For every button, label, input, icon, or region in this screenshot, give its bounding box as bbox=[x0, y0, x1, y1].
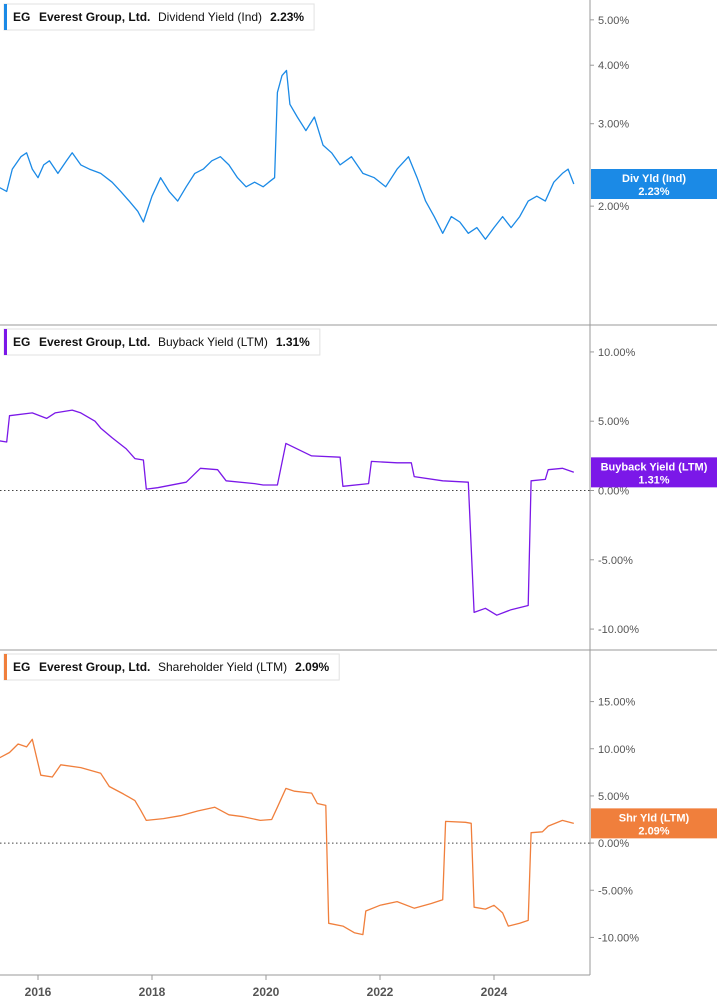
series-line bbox=[0, 409, 575, 616]
panel-2: 10.00% 5.00% 0.00% -5.00% -10.00% Buyback Yie… bbox=[0, 324, 717, 636]
legend-color-swatch bbox=[4, 654, 7, 680]
y-tick-label: 5.00% bbox=[598, 416, 629, 428]
legend-ticker: EG bbox=[13, 10, 30, 24]
value-tag-label: Buyback Yield (LTM) bbox=[601, 461, 708, 473]
y-tick-label: -5.00% bbox=[598, 885, 633, 897]
y-tick-label: -10.00% bbox=[598, 932, 639, 944]
x-tick-label: 2020 bbox=[253, 985, 280, 999]
value-tag-bg bbox=[591, 169, 717, 200]
series-line bbox=[0, 69, 575, 240]
y-tick-label: 0.00% bbox=[598, 838, 629, 850]
legend: EG Everest Group, Ltd. Dividend Yield (Ind… bbox=[3, 3, 315, 31]
legend-ticker: EG bbox=[13, 335, 30, 349]
y-tick-label: -5.00% bbox=[598, 555, 633, 567]
legend-color-swatch bbox=[4, 329, 7, 355]
legend-metric: Dividend Yield (Ind) bbox=[158, 10, 262, 24]
y-tick-label: 10.00% bbox=[598, 744, 636, 756]
legend-metric: Buyback Yield (LTM) bbox=[158, 335, 268, 349]
y-tick-label: 5.00% bbox=[598, 15, 629, 27]
value-tag-value: 1.31% bbox=[638, 474, 669, 486]
legend-ticker: EG bbox=[13, 660, 30, 674]
legend-last-value: 1.31% bbox=[276, 335, 310, 349]
legend-box bbox=[3, 653, 340, 681]
legend-last-value: 2.23% bbox=[270, 10, 304, 24]
y-tick-label: -10.00% bbox=[598, 624, 639, 636]
x-tick-label: 2022 bbox=[367, 985, 394, 999]
legend-last-value: 2.09% bbox=[295, 660, 329, 674]
value-tag-value: 2.23% bbox=[638, 186, 669, 198]
y-tick-label: 3.00% bbox=[598, 119, 629, 131]
value-tag-value: 2.09% bbox=[638, 825, 669, 837]
value-tag-label: Shr Yld (LTM) bbox=[619, 812, 690, 824]
value-tag: Shr Yld (LTM)2.09% bbox=[591, 808, 717, 839]
x-tick-label: 2024 bbox=[481, 985, 508, 999]
y-tick-label: 0.00% bbox=[598, 486, 629, 498]
legend-company: Everest Group, Ltd. bbox=[39, 335, 150, 349]
legend: EG Everest Group, Ltd. Shareholder Yield (… bbox=[3, 653, 340, 681]
y-tick-label: 4.00% bbox=[598, 60, 629, 72]
legend-company: Everest Group, Ltd. bbox=[39, 10, 150, 24]
x-tick-label: 2018 bbox=[139, 985, 166, 999]
value-tag: Buyback Yield (LTM)1.31% bbox=[591, 457, 717, 488]
legend-color-swatch bbox=[4, 4, 7, 30]
y-tick-label: 2.00% bbox=[598, 201, 629, 213]
x-tick-label: 2016 bbox=[25, 985, 52, 999]
series-line bbox=[0, 738, 574, 936]
panel-1: 5.00%4.00%3.00%2.00%Div Yld (Ind)2.23%EG… bbox=[0, 3, 717, 240]
legend-metric: Shareholder Yield (LTM) bbox=[158, 660, 287, 674]
value-tag-bg bbox=[591, 457, 717, 488]
y-tick-label: 5.00% bbox=[598, 791, 629, 803]
legend: EG Everest Group, Ltd. Buyback Yield (LTM)… bbox=[3, 328, 321, 356]
value-tag: Div Yld (Ind)2.23% bbox=[591, 169, 717, 200]
legend-company: Everest Group, Ltd. bbox=[39, 660, 150, 674]
value-tag-bg bbox=[591, 808, 717, 839]
value-tag-label: Div Yld (Ind) bbox=[622, 173, 686, 185]
y-tick-label: 10.00% bbox=[598, 347, 636, 359]
y-tick-label: 15.00% bbox=[598, 697, 636, 709]
panel-3: 15.00% 10.00% 5.00% 0.00% -5.00% -10.00% Shr Y… bbox=[0, 649, 717, 944]
